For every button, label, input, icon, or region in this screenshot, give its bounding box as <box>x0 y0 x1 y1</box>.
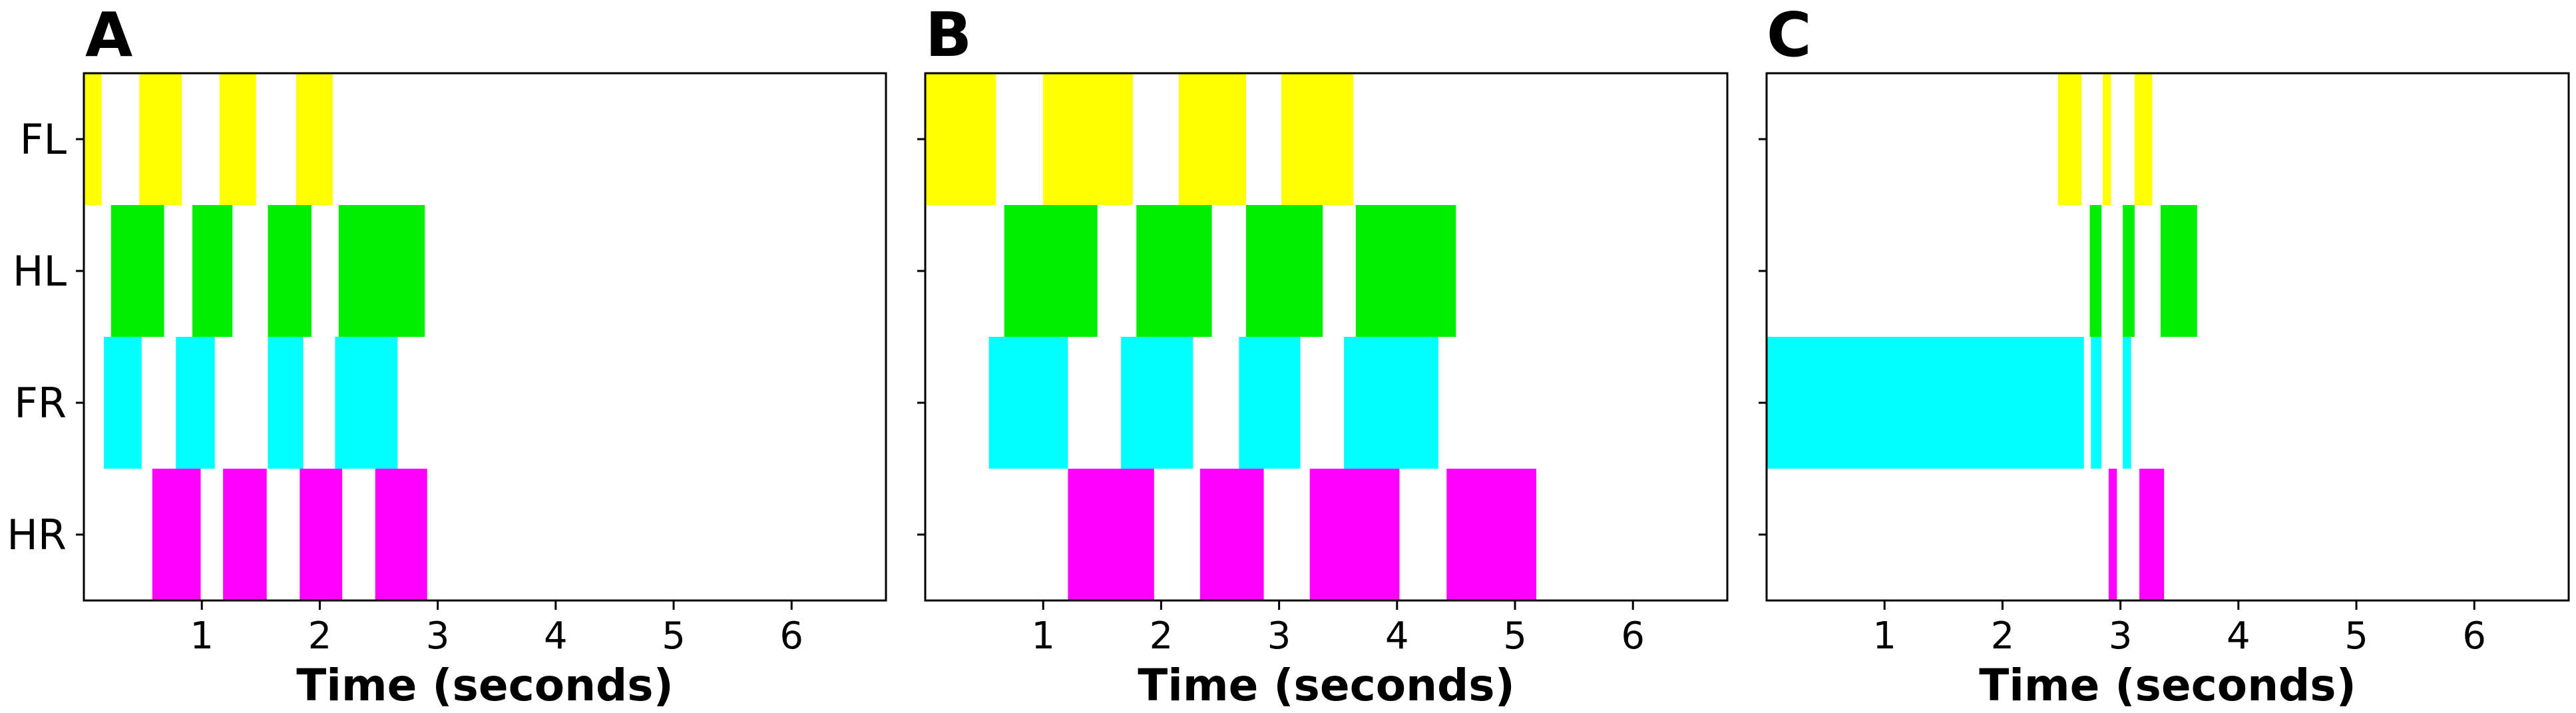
chart-panel-b: B 1 2 3 4 5 6 Time (seconds) <box>917 0 1729 711</box>
chart-panel-a: A FL HL FR HR 1 2 3 4 5 6 Time (seconds) <box>7 0 887 711</box>
stance-bar-hr <box>1309 469 1400 600</box>
stance-bar-fl <box>219 73 256 205</box>
plot-frame <box>83 72 887 602</box>
x-axis-label: Time (seconds) <box>1979 660 2356 711</box>
x-tick-label: 2 <box>308 614 332 658</box>
x-tick-label: 2 <box>1150 614 1174 658</box>
stance-bar-fr <box>104 337 142 469</box>
stance-bar-hl <box>338 205 425 337</box>
panel-label: C <box>1767 0 1812 71</box>
stance-bar-fr <box>2091 337 2102 469</box>
stance-bar-fr <box>335 337 398 469</box>
x-tick-label: 6 <box>1621 614 1645 658</box>
stance-bar-fl <box>1179 73 1246 205</box>
stance-bar-hl <box>268 205 312 337</box>
stance-bar-fr <box>176 337 215 469</box>
stance-bar-fl <box>2103 73 2111 205</box>
stance-bar-hr <box>1068 469 1154 600</box>
stance-bar-hl <box>2160 205 2197 337</box>
x-tick-label: 6 <box>779 614 803 658</box>
stance-bar-hr <box>2139 469 2165 600</box>
plot-frame <box>1765 72 2570 602</box>
stance-bar-hl <box>110 205 164 337</box>
x-tick-label: 5 <box>2344 614 2368 658</box>
leg-label-hr: HR <box>7 511 67 559</box>
stance-bar-hr <box>300 469 343 600</box>
x-tick-label: 3 <box>1267 614 1291 658</box>
stance-bar-fr <box>1344 337 1438 469</box>
stance-bar-fr <box>1239 337 1301 469</box>
panel-label: A <box>85 0 132 71</box>
stance-bar-fl <box>84 73 102 205</box>
stance-bar-hr <box>2108 469 2117 600</box>
stance-bar-fl <box>1281 73 1354 205</box>
x-tick-label: 4 <box>544 614 568 658</box>
x-tick-label: 5 <box>1503 614 1527 658</box>
stance-bar-hl <box>2089 205 2102 337</box>
stance-bar-fl <box>925 73 996 205</box>
stance-bar-hr <box>152 469 201 600</box>
x-tick-label: 1 <box>1872 614 1896 658</box>
stance-bar-hl <box>1004 205 1098 337</box>
stance-bar-fr <box>268 337 304 469</box>
x-axis-label: Time (seconds) <box>1138 660 1515 711</box>
stance-bar-fl <box>139 73 182 205</box>
stance-bar-hr <box>375 469 427 600</box>
x-tick-label: 5 <box>662 614 686 658</box>
x-tick-label: 4 <box>2227 614 2251 658</box>
x-axis-label: Time (seconds) <box>296 660 674 711</box>
stance-bar-hl <box>1136 205 1212 337</box>
x-tick-label: 3 <box>2109 614 2133 658</box>
chart-panel-c: C 1 2 3 4 5 6 Time (seconds) <box>1759 0 2570 711</box>
leg-label-fl: FL <box>20 115 67 164</box>
stance-bar-fr <box>1121 337 1193 469</box>
stance-bar-hr <box>223 469 267 600</box>
stance-bar-hr <box>1446 469 1536 600</box>
panel-label: B <box>925 0 972 71</box>
stance-bar-fl <box>2134 73 2153 205</box>
x-tick-label: 3 <box>426 614 450 658</box>
leg-label-hl: HL <box>13 247 67 296</box>
stance-bar-fr <box>2123 337 2131 469</box>
stance-bar-fl <box>1043 73 1133 205</box>
x-tick-label: 6 <box>2462 614 2486 658</box>
x-tick-label: 2 <box>1991 614 2015 658</box>
stance-bar-fr <box>1767 337 2084 469</box>
leg-label-fr: FR <box>14 379 67 427</box>
stance-bar-hl <box>1246 205 1323 337</box>
stance-bar-hr <box>1199 469 1264 600</box>
plot-frame <box>924 72 1729 602</box>
stance-bar-fl <box>2057 73 2082 205</box>
stance-bar-hl <box>1355 205 1456 337</box>
stance-bar-hl <box>192 205 233 337</box>
stance-bar-fl <box>296 73 333 205</box>
stance-bar-fr <box>988 337 1068 469</box>
x-tick-label: 1 <box>1031 614 1055 658</box>
x-tick-label: 4 <box>1385 614 1409 658</box>
stance-bar-hl <box>2123 205 2135 337</box>
x-tick-label: 1 <box>190 614 214 658</box>
